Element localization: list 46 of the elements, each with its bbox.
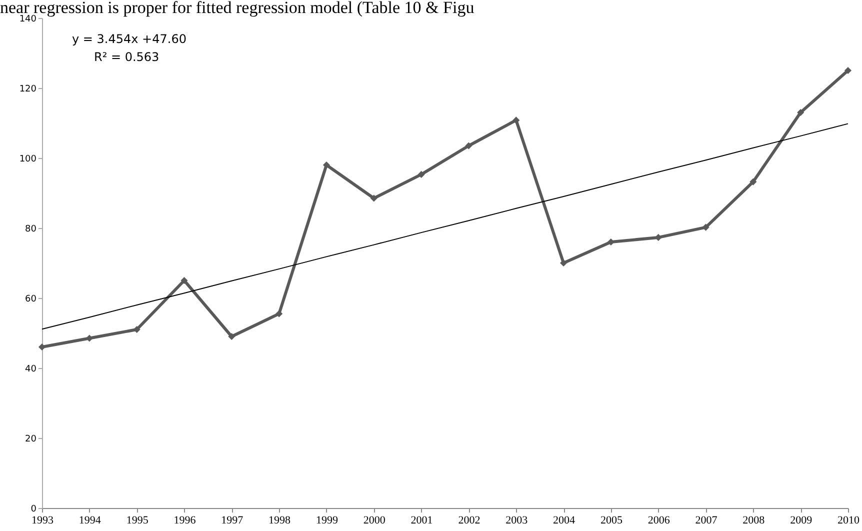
point xyxy=(750,178,757,186)
x-tick-label: 1993 xyxy=(32,514,54,526)
x-tick-label: 2000 xyxy=(363,514,386,526)
point xyxy=(512,116,520,124)
x-tick-label: 1996 xyxy=(174,514,196,526)
x-tick-label: 2006 xyxy=(648,514,670,526)
x-tick-label: 2001 xyxy=(410,514,433,526)
annotation: R² = 0.563 xyxy=(94,50,160,64)
annotation: y = 3.454x +47.60 xyxy=(72,32,186,46)
x-tick-label: 2009 xyxy=(790,514,813,526)
point xyxy=(797,108,804,116)
y-tick-label: 40 xyxy=(25,364,37,374)
point xyxy=(702,224,710,231)
point xyxy=(844,66,852,74)
y-tick-label: 120 xyxy=(19,84,37,94)
point xyxy=(322,161,330,169)
x-tick-label: 2004 xyxy=(553,514,576,526)
y-tick-label: 20 xyxy=(25,434,37,444)
y-tick-label: 0 xyxy=(30,504,37,514)
point xyxy=(465,142,472,150)
x-tick-label: 2007 xyxy=(695,514,718,526)
point xyxy=(276,310,283,318)
x-tick-label: 1998 xyxy=(268,514,292,526)
x-tick-label: 2010 xyxy=(838,514,860,526)
y-tick-label: 140 xyxy=(19,14,37,24)
point xyxy=(607,238,614,246)
x-tick-label: 2008 xyxy=(742,514,766,526)
point xyxy=(180,276,188,284)
point xyxy=(228,332,236,340)
point xyxy=(133,326,140,334)
point xyxy=(654,234,662,241)
y-tick-label: 60 xyxy=(25,294,37,304)
x-tick-label: 2005 xyxy=(600,514,623,526)
x-tick-label: 1997 xyxy=(221,514,244,526)
y-tick-label: 100 xyxy=(19,154,37,164)
x-tick-label: 1999 xyxy=(316,514,338,526)
x-tick-label: 2002 xyxy=(458,514,480,526)
point xyxy=(560,259,568,267)
x-tick-label: 1995 xyxy=(126,514,149,526)
y-tick-label: 80 xyxy=(25,224,37,234)
x-tick-label: 2003 xyxy=(506,514,528,526)
point xyxy=(370,194,378,202)
point xyxy=(418,170,425,178)
point xyxy=(86,334,93,342)
line-series xyxy=(42,123,848,330)
x-tick-label: 1994 xyxy=(78,514,102,526)
